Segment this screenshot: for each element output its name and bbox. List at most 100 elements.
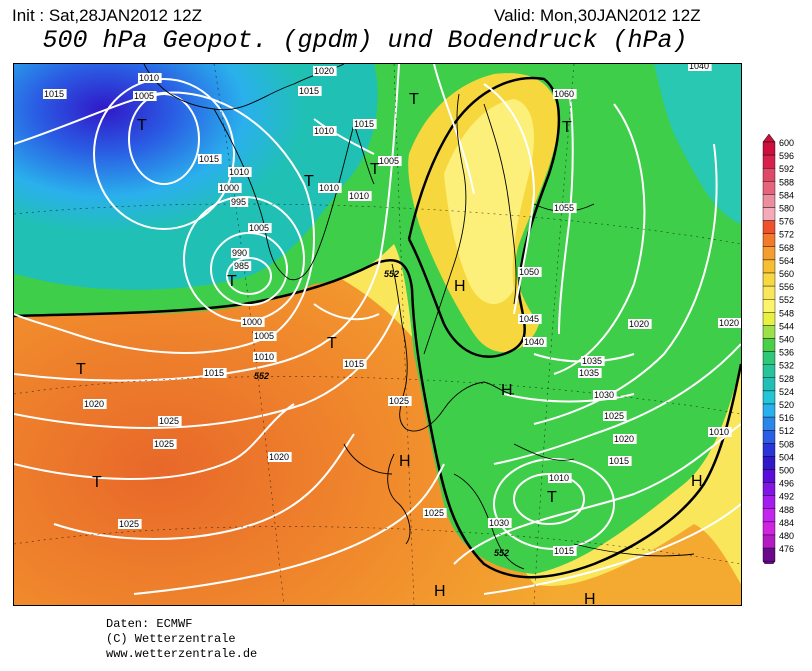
scale-swatch — [762, 403, 776, 418]
isobar-label: 1010 — [253, 352, 277, 362]
scale-swatch — [762, 312, 776, 326]
low-pressure-marker: T — [76, 361, 86, 378]
isobar-label: 1000 — [241, 317, 265, 327]
scale-value: 476 — [779, 544, 794, 554]
isobar-label: 1015 — [553, 546, 577, 556]
isobar-label: 1010 — [318, 183, 342, 193]
scale-value: 516 — [779, 413, 794, 423]
isobar-label: 1025 — [388, 396, 412, 406]
color-scale-legend: 600 596 592 588 584 580 576 572 568 564 560 556 552 5… — [760, 133, 810, 570]
scale-swatch — [762, 168, 776, 182]
svg-text:1010: 1010 — [319, 183, 339, 193]
svg-text:985: 985 — [234, 261, 249, 271]
isobar-label: 1005 — [378, 156, 402, 166]
scale-swatch — [762, 233, 776, 247]
scale-value: 560 — [779, 269, 794, 279]
isobar-label: 1010 — [708, 427, 732, 437]
svg-text:1000: 1000 — [242, 317, 262, 327]
scale-value: 588 — [779, 177, 794, 187]
isobar-label: 1025 — [158, 416, 182, 426]
scale-swatch — [762, 338, 776, 352]
isobar-label: 1015 — [298, 86, 322, 96]
cold-pool — [14, 64, 378, 290]
scale-swatch — [762, 521, 776, 536]
scale-swatch — [762, 141, 776, 156]
scale-value: 568 — [779, 243, 794, 253]
isobar-label: 1055 — [553, 203, 577, 213]
scale-swatch — [762, 456, 776, 470]
svg-text:1020: 1020 — [719, 318, 739, 328]
scale-swatch — [762, 390, 776, 405]
scale-swatch — [762, 547, 776, 562]
isobar-label: 1010 — [348, 191, 372, 201]
isobar-label: 1020 — [83, 399, 107, 409]
svg-text:1005: 1005 — [249, 223, 269, 233]
scale-swatch — [762, 534, 776, 549]
svg-text:1025: 1025 — [159, 416, 179, 426]
scale-value: 520 — [779, 400, 794, 410]
init-time: Init : Sat,28JAN2012 12Z — [12, 6, 202, 25]
scale-swatch — [762, 246, 776, 261]
scandinavia-core — [444, 99, 534, 304]
svg-text:1035: 1035 — [582, 356, 602, 366]
svg-text:1025: 1025 — [424, 508, 444, 518]
high-pressure-marker: H — [584, 591, 596, 605]
scale-swatch — [762, 508, 776, 523]
scale-value: 500 — [779, 466, 794, 476]
low-pressure-marker: T — [370, 161, 380, 178]
isobar-label: 1010 — [548, 473, 572, 483]
scale-swatch — [762, 469, 776, 483]
scale-value: 580 — [779, 204, 794, 214]
isobar-label: 1010 — [138, 73, 162, 83]
graticule — [14, 64, 741, 605]
isobar-label: 1020 — [613, 434, 637, 444]
isobar-label: 1040 — [523, 337, 547, 347]
scale-swatch — [762, 181, 776, 195]
scale-swatch — [762, 207, 776, 221]
scale-value: 508 — [779, 439, 794, 449]
svg-text:1005: 1005 — [254, 331, 274, 341]
scale-value: 528 — [779, 374, 794, 384]
isobar-label: 1015 — [343, 359, 367, 369]
isobar-label: 1015 — [353, 119, 377, 129]
scale-swatch — [762, 364, 776, 378]
isobar-label: 1060 — [553, 89, 577, 99]
scale-value: 548 — [779, 308, 794, 318]
svg-text:1010: 1010 — [549, 473, 569, 483]
svg-text:1040: 1040 — [689, 64, 709, 71]
scale-value: 544 — [779, 321, 794, 331]
high-pressure-marker: H — [434, 583, 446, 600]
isobar-label: 985 — [233, 261, 252, 271]
isobar-label: 1030 — [593, 390, 617, 400]
isobar-label: 1025 — [423, 508, 447, 518]
scale-swatch — [762, 194, 776, 208]
scale-value: 512 — [779, 426, 794, 436]
scale-value: 492 — [779, 492, 794, 502]
svg-text:1015: 1015 — [354, 119, 374, 129]
scale-value: 584 — [779, 190, 794, 200]
isobar-label: 1005 — [248, 223, 272, 233]
svg-text:1020: 1020 — [84, 399, 104, 409]
scale-value: 504 — [779, 452, 794, 462]
isobar-label: 1005 — [133, 91, 157, 101]
scale-value: 572 — [779, 230, 794, 240]
isobar-label: 1030 — [488, 518, 512, 528]
scale-value: 600 — [779, 138, 794, 148]
scale-swatch — [762, 482, 776, 496]
scale-value: 556 — [779, 282, 794, 292]
scale-top-arrow — [762, 133, 776, 143]
low-pressure-marker: T — [92, 474, 102, 491]
svg-text:1015: 1015 — [344, 359, 364, 369]
isobar-label: 1020 — [268, 452, 292, 462]
isobar-label: 1015 — [203, 368, 227, 378]
svg-text:1010: 1010 — [349, 191, 369, 201]
svg-text:1010: 1010 — [139, 73, 159, 83]
isobar-label: 1025 — [603, 411, 627, 421]
high-pressure-marker: H — [691, 473, 703, 490]
isobar-label: 1025 — [153, 439, 177, 449]
scale-swatch — [762, 220, 776, 234]
scale-value: 480 — [779, 531, 794, 541]
svg-text:1015: 1015 — [554, 546, 574, 556]
isobar-label: 1020 — [628, 319, 652, 329]
svg-text:1010: 1010 — [314, 126, 334, 136]
